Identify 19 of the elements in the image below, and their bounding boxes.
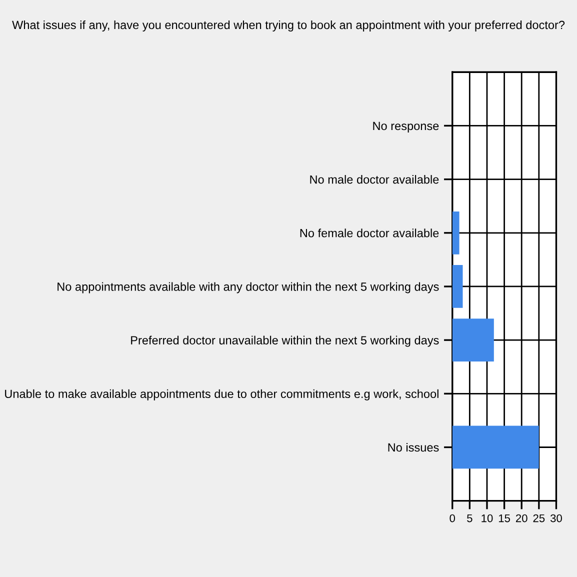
x-tick-label: 30 xyxy=(550,514,562,522)
y-tick-label: Unable to make available appointments due to other commitments e.g work, school xyxy=(5,389,438,400)
text: What issues if any, have you encountered when trying to book an appointment with your preferred doctor? xyxy=(12,20,565,32)
bar xyxy=(452,211,460,254)
y-tick-label: No response xyxy=(373,122,439,132)
x-tick-label: 25 xyxy=(533,514,545,522)
bar xyxy=(452,318,494,362)
y-tick-label: No appointments available with any doctor within the next 5 working days xyxy=(58,282,439,294)
x-tick-label: 15 xyxy=(498,514,510,522)
x-tick-label: 20 xyxy=(516,514,528,522)
y-tick-label: No female doctor available xyxy=(300,228,439,238)
x-tick-label: 10 xyxy=(482,514,493,522)
x-tick-label: 5 xyxy=(467,514,472,522)
bar xyxy=(452,265,463,308)
y-tick-label: No issues xyxy=(388,442,439,452)
y-tick-label: Preferred doctor unavailable within the next 5 working days xyxy=(131,336,439,347)
bar xyxy=(452,426,539,469)
x-tick-label: 0 xyxy=(450,514,456,522)
y-tick-label: No male doctor available xyxy=(310,175,439,184)
